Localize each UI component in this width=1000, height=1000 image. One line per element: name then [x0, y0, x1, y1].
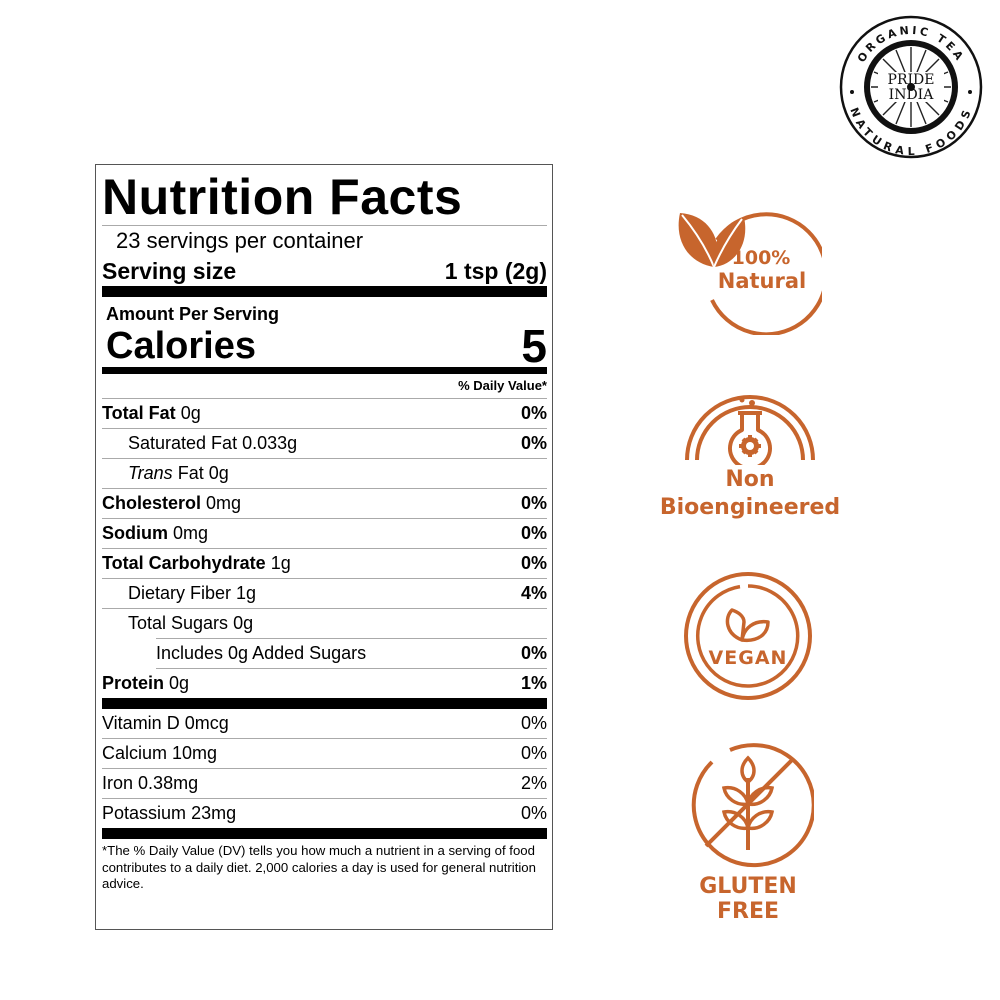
divider-thick: [102, 698, 547, 709]
nutrient-row-protein: Protein 0g 1%: [102, 673, 547, 693]
label-title: Nutrition Facts: [102, 169, 463, 225]
daily-value-footnote: *The % Daily Value (DV) tells you how mu…: [102, 843, 536, 891]
nutrient-row-trans-fat: Trans Fat 0g: [102, 459, 547, 489]
servings-per-container: 23 servings per container: [116, 228, 364, 253]
vitamin-row-vitamin-d: Vitamin D 0mcg 0%: [102, 709, 547, 739]
nutrient-row-total-carbohydrate: Total Carbohydrate 1g 0%: [102, 549, 547, 579]
badge-100-natural: 100% Natural: [672, 205, 822, 335]
badge-vegan: VEGAN: [682, 570, 814, 702]
nutrient-row-saturated-fat: Saturated Fat 0.033g 0%: [102, 429, 547, 459]
badge-gluten-free: GLUTEN FREE: [682, 738, 814, 928]
serving-size-row: Serving size 1 tsp (2g): [102, 256, 547, 286]
flask-gear-icon: [685, 395, 815, 465]
amount-per-serving: Amount Per Serving: [106, 304, 280, 324]
badge-non-bioengineered: Non Bioengineered: [650, 380, 850, 530]
nutrient-row-total-sugars: Total Sugars 0g: [128, 613, 254, 633]
divider-thick: [102, 286, 547, 297]
serving-size-label: Serving size: [102, 258, 237, 284]
leaves-icon: [678, 212, 822, 335]
nutrient-row-sodium: Sodium 0mg 0%: [102, 519, 547, 549]
svg-text:PRIDE: PRIDE: [888, 72, 935, 88]
nutrition-facts-label: Nutrition Facts 23 servings per containe…: [95, 164, 553, 930]
wheat-crossed-icon: [691, 743, 814, 868]
calories-value: 5: [521, 320, 547, 372]
svg-text:INDIA: INDIA: [889, 87, 935, 103]
nutrient-row-cholesterol: Cholesterol 0mg 0%: [102, 489, 547, 519]
pride-india-logo: PRIDE INDIA ORGANIC TEA NATURAL FOODS: [838, 14, 984, 160]
vitamin-row-iron: Iron 0.38mg 2%: [102, 769, 547, 799]
sprout-icon: [684, 572, 812, 700]
divider-medium: [102, 367, 547, 374]
calories-row: Calories 5: [102, 320, 547, 372]
nutrient-row-added-sugars: Includes 0g Added Sugars 0%: [156, 638, 547, 669]
divider-thick: [102, 828, 547, 839]
nutrient-row-dietary-fiber: Dietary Fiber 1g 4%: [102, 579, 547, 609]
vitamin-row-calcium: Calcium 10mg 0%: [102, 739, 547, 769]
serving-size-value: 1 tsp (2g): [444, 258, 547, 284]
daily-value-header: % Daily Value*: [102, 374, 547, 399]
calories-label: Calories: [106, 325, 256, 367]
logo-seal-icon: PRIDE INDIA ORGANIC TEA NATURAL FOODS: [839, 15, 983, 159]
vitamin-row-potassium: Potassium 23mg 0%: [102, 803, 547, 823]
nutrient-row-total-fat: Total Fat 0g 0%: [102, 399, 547, 429]
